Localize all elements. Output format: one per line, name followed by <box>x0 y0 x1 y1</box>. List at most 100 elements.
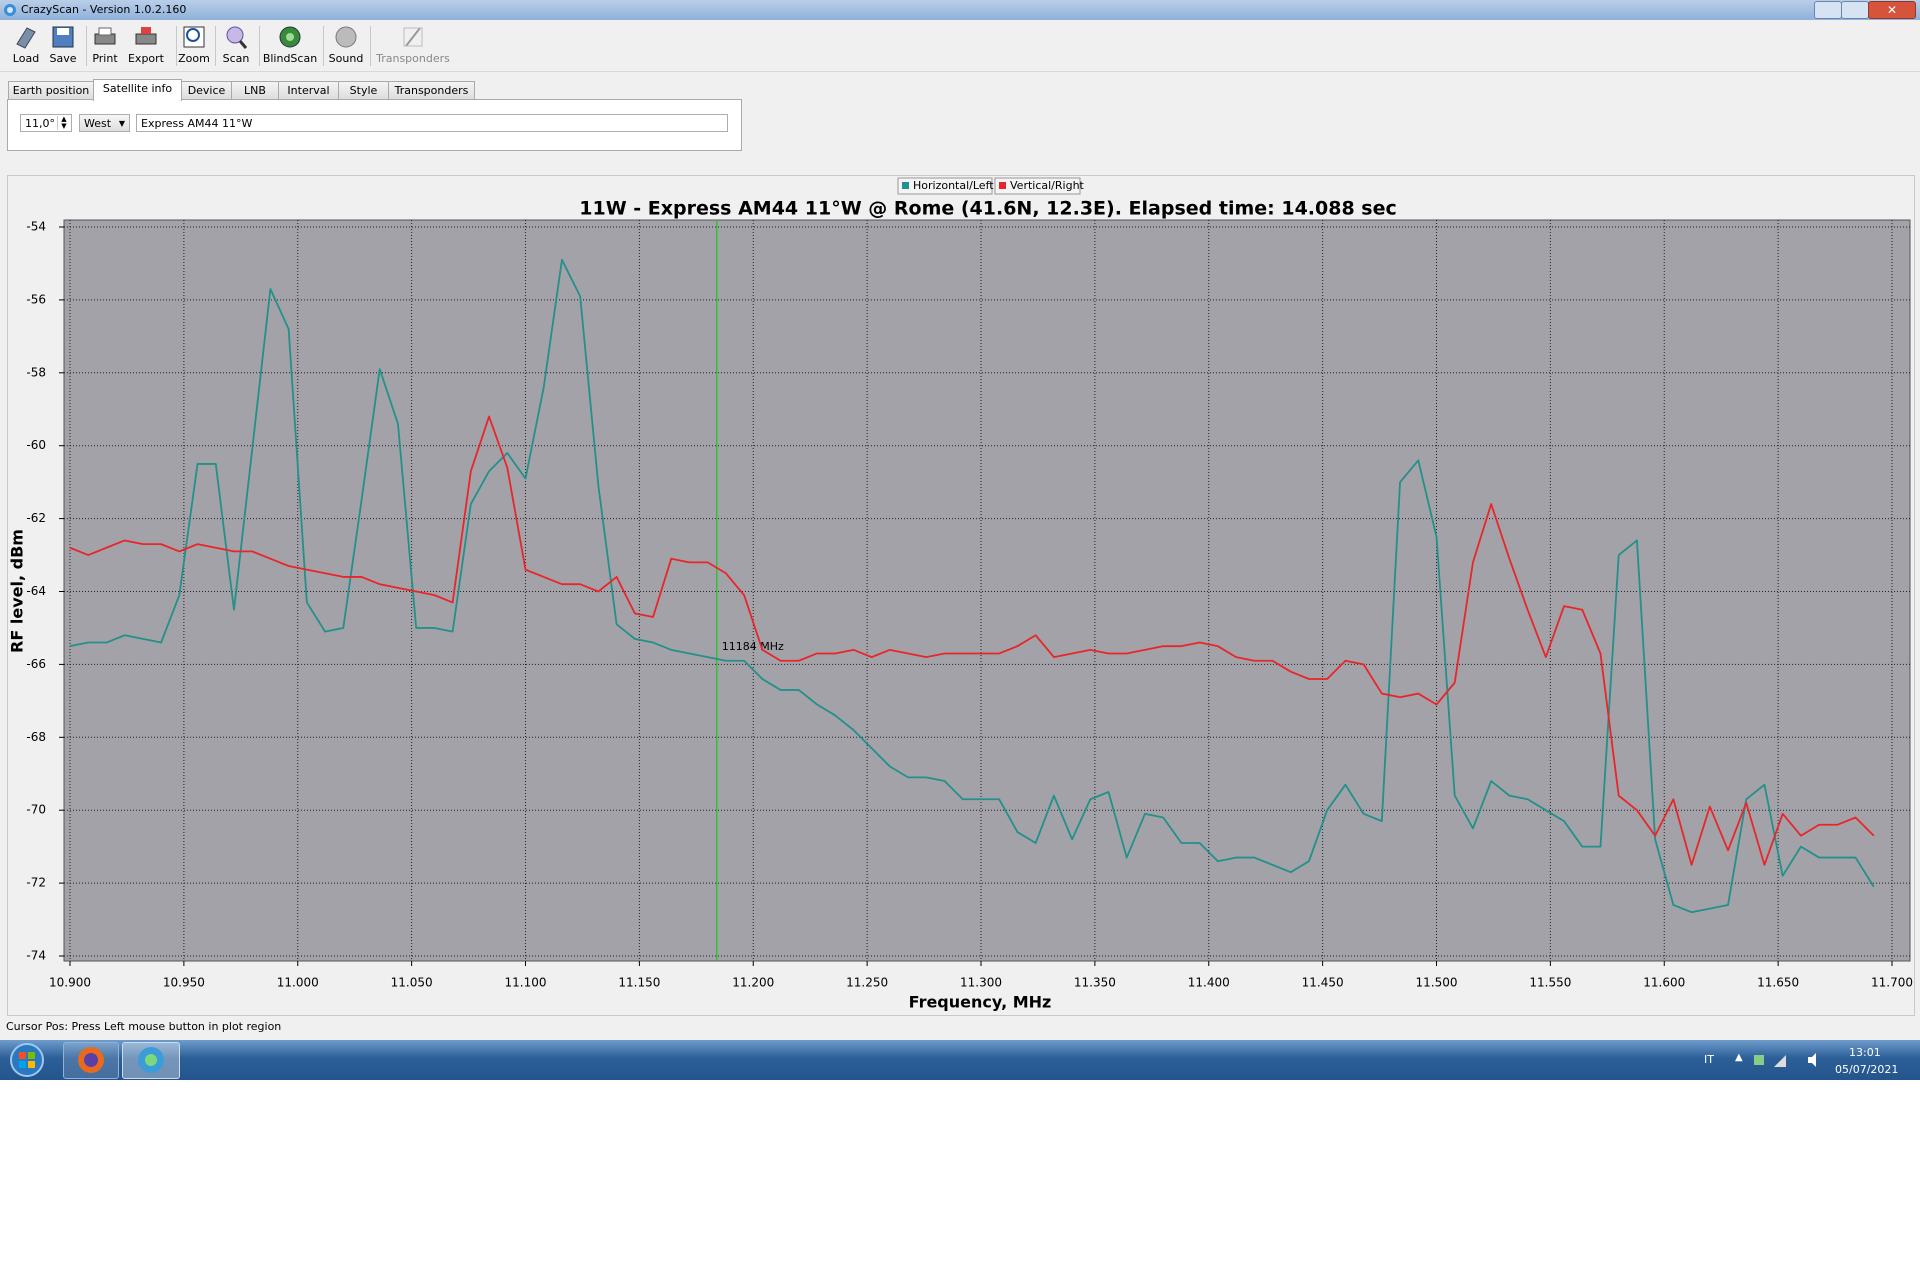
toolbar-button[interactable]: BlindScan <box>262 24 318 65</box>
button-label: Scan <box>222 52 250 65</box>
x-tick-label: 11.500 <box>1416 976 1458 990</box>
icon <box>94 27 116 45</box>
x-tick-label: 10.950 <box>163 976 205 990</box>
x-axis-label: Frequency, MHz <box>909 993 1052 1012</box>
taskbar-app[interactable] <box>122 1042 180 1079</box>
icon <box>16 27 36 49</box>
legend-entry <box>897 177 993 195</box>
toolbar-button[interactable]: Sound <box>328 24 364 65</box>
icon <box>135 27 157 45</box>
y-tick-label: -72 <box>26 876 46 890</box>
button-label: Sound <box>328 52 364 65</box>
toolbar-button[interactable]: Scan <box>220 24 252 65</box>
taskbar-app[interactable] <box>63 1042 119 1079</box>
legend-entry <box>994 177 1081 195</box>
satellite-name: Express AM44 11°W <box>141 117 253 130</box>
status-bar: Cursor Pos: Press Left mouse button in p… <box>6 1020 282 1033</box>
y-tick-label: -64 <box>26 584 46 598</box>
chart: 11W - Express AM44 11°W @ Rome (41.6N, 1… <box>8 177 1913 1012</box>
y-tick-label: -60 <box>26 438 46 452</box>
separator <box>86 26 87 66</box>
title-bar: CrazyScan - Version 1.0.2.160 ✕ <box>0 0 1920 20</box>
icon <box>335 26 357 48</box>
taskbar: IT ▲ 13:01 05/07/2021 <box>0 1040 1920 1080</box>
tab[interactable]: Transponders <box>388 81 475 100</box>
satellite-name-field[interactable]: Express AM44 11°W <box>136 114 728 132</box>
x-tick-label: 11.600 <box>1643 976 1685 990</box>
icon <box>279 26 301 48</box>
x-tick-label: 11.100 <box>505 976 547 990</box>
clock-time[interactable]: 13:01 <box>1849 1046 1881 1059</box>
toolbar-button[interactable]: Save <box>47 24 79 65</box>
satellite-panel: 11,0° ▲ ▼ West ▼ Express AM44 11°W <box>7 99 742 151</box>
button-label: Print <box>92 52 118 65</box>
language-indicator[interactable]: IT <box>1704 1053 1714 1066</box>
toolbar-button[interactable]: Export <box>126 24 166 65</box>
icon <box>52 26 74 48</box>
tab[interactable]: LNB <box>231 81 279 100</box>
icon <box>226 26 248 49</box>
plot-area <box>63 219 1911 962</box>
toolbar: Load Save Print Export Zoom Scan BlindSc… <box>0 20 1920 72</box>
y-tick-label: -66 <box>26 657 46 671</box>
tab[interactable]: Interval <box>278 81 339 100</box>
start-button[interactable] <box>8 1042 46 1078</box>
x-tick-label: 11.700 <box>1871 976 1913 990</box>
legend-swatch <box>999 182 1006 189</box>
legend-label: Horizontal/Left <box>913 179 994 192</box>
y-axis-label: RF level, dBm <box>8 529 27 653</box>
tray-icons <box>1754 1053 1816 1067</box>
y-tick-label: -70 <box>26 803 46 817</box>
legend-label: Vertical/Right <box>1010 179 1085 192</box>
series-line <box>69 415 1875 866</box>
separator <box>176 26 177 66</box>
x-tick-label: 11.400 <box>1188 976 1230 990</box>
legend-swatch <box>902 182 909 189</box>
toolbar-button[interactable]: Zoom <box>178 24 210 65</box>
y-tick-label: -68 <box>26 730 46 744</box>
position-value: 11,0° <box>25 117 55 130</box>
button-label: Transponders <box>376 52 450 65</box>
separator <box>323 26 324 66</box>
x-tick-label: 11.300 <box>960 976 1002 990</box>
separator <box>370 26 371 66</box>
position-spinbox[interactable]: 11,0° ▲ ▼ <box>20 114 72 132</box>
toolbar-button[interactable]: Load <box>10 24 42 65</box>
x-tick-label: 10.900 <box>49 976 91 990</box>
x-tick-label: 11.350 <box>1074 976 1116 990</box>
y-tick-label: -62 <box>26 511 46 525</box>
tab[interactable]: Device <box>181 81 232 100</box>
tray-arrow[interactable]: ▲ <box>1735 1052 1743 1063</box>
cursor-label: 11184 MHz <box>722 640 784 653</box>
firefox-icon <box>78 1047 104 1073</box>
icon <box>403 27 423 47</box>
y-tick-label: -74 <box>26 949 46 963</box>
chart-title: 11W - Express AM44 11°W @ Rome (41.6N, 1… <box>579 198 1397 220</box>
y-tick-label: -56 <box>26 292 46 306</box>
clock-date[interactable]: 05/07/2021 <box>1835 1063 1899 1076</box>
x-tick-label: 11.200 <box>732 976 774 990</box>
window-title: CrazyScan - Version 1.0.2.160 <box>21 3 187 16</box>
crazyscan-icon <box>138 1047 164 1073</box>
close-button[interactable]: ✕ <box>1868 1 1916 19</box>
tab[interactable]: Satellite info <box>93 79 182 101</box>
tab[interactable]: Earth position <box>8 81 94 100</box>
icon <box>183 26 205 48</box>
direction-combo[interactable]: West ▼ <box>79 114 130 132</box>
button-label: Load <box>12 52 40 65</box>
x-tick-label: 11.000 <box>277 976 319 990</box>
y-tick-label: -58 <box>26 365 46 379</box>
x-tick-label: 11.650 <box>1757 976 1799 990</box>
button-label: Zoom <box>178 52 210 65</box>
y-tick-label: -54 <box>26 220 46 234</box>
x-tick-label: 11.250 <box>846 976 888 990</box>
button-label: BlindScan <box>262 52 318 65</box>
x-tick-label: 11.550 <box>1529 976 1571 990</box>
tab[interactable]: Style <box>338 81 389 100</box>
toolbar-button[interactable]: Transponders <box>375 24 451 65</box>
x-tick-label: 11.450 <box>1302 976 1344 990</box>
x-tick-label: 11.050 <box>391 976 433 990</box>
toolbar-button[interactable]: Print <box>89 24 121 65</box>
series-line <box>69 258 1875 914</box>
